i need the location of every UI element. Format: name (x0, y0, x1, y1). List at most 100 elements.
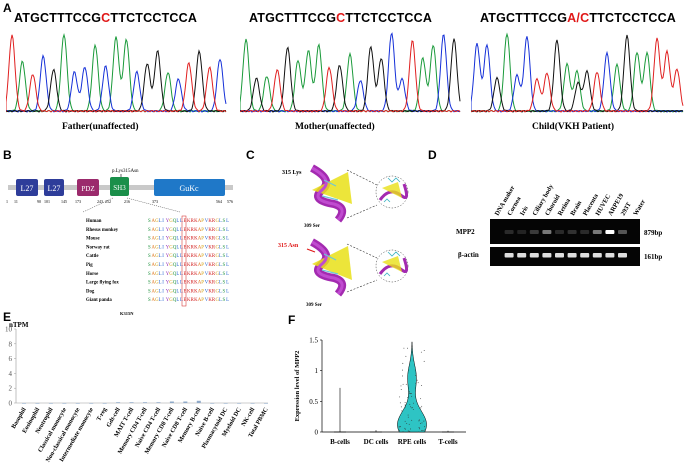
f-category-label: B-cells (330, 438, 350, 446)
pos-576: 576 (227, 199, 233, 204)
alignment-residue: L (176, 228, 179, 233)
f-point (423, 350, 425, 351)
lys-label: 315 Lys (282, 170, 302, 176)
f-point (418, 419, 420, 421)
alignment-residue: A (198, 254, 202, 259)
e-bar (129, 402, 134, 403)
f-point (410, 428, 411, 430)
e-bar (183, 401, 188, 403)
f-point (399, 426, 401, 428)
alignment-residue: G (155, 272, 159, 277)
f-point (409, 406, 411, 408)
alignment-residue: E (184, 298, 187, 303)
alignment-residue: K (208, 245, 212, 250)
alignment-residue: A (152, 289, 156, 294)
alignment-residue: K (208, 254, 212, 259)
alignment-residue: K (208, 289, 212, 294)
mutant-overview (375, 249, 409, 283)
alignment-residue: K (187, 272, 191, 277)
pos-243: 243 (97, 199, 103, 204)
trace-a (240, 38, 461, 113)
l27-domain-1-label: L27 (21, 184, 34, 193)
alignment-residue: S (223, 263, 226, 268)
alignment-residue: L (180, 263, 183, 268)
alignment-residue: K (208, 237, 212, 242)
alignment-residue: G (169, 298, 173, 303)
trace-g (471, 32, 684, 113)
f-point (406, 422, 408, 424)
alignment-residue: S (148, 228, 151, 233)
alignment-residue: G (169, 263, 173, 268)
alignment-residue: A (198, 237, 202, 242)
alignment-residue: S (223, 219, 226, 224)
alignment-residue: L (219, 228, 222, 233)
alignment-residue: Y (166, 298, 170, 303)
panel-d-label: D (428, 148, 437, 162)
alignment-residue: K (187, 298, 191, 303)
alignment-residue: G (215, 263, 219, 268)
alignment-residue: L (219, 289, 222, 294)
alignment-residue: I (162, 281, 164, 286)
alignment-residue: E (184, 281, 187, 286)
alignment-residue: G (169, 281, 173, 286)
e-ytick-label: 6 (9, 355, 13, 363)
f-point (418, 420, 420, 422)
species-name: Human (86, 219, 102, 224)
pos-145: 145 (61, 199, 67, 204)
gel-band (580, 253, 590, 258)
alignment-residue: L (159, 219, 162, 224)
alignment-residue: L (176, 219, 179, 224)
f-point (404, 420, 406, 422)
alignment-residue: S (223, 289, 226, 294)
pdz-domain (77, 179, 99, 196)
alignment-residue: G (155, 228, 159, 233)
alignment-residue: G (215, 272, 219, 277)
alignment-residue: L (159, 263, 162, 268)
f-point (410, 393, 412, 394)
alignment-residue: K (194, 298, 198, 303)
e-ytick-label: 0 (9, 400, 13, 408)
alignment-residue: S (148, 245, 151, 250)
alignment-residue: G (215, 245, 219, 250)
alignment-residue: K (187, 219, 191, 224)
f-point (410, 393, 411, 395)
alignment-residue: S (148, 219, 151, 224)
f-point (419, 428, 421, 430)
alignment-residue: P (201, 245, 204, 250)
trace-c (471, 37, 684, 113)
alignment-residue: K (208, 272, 212, 277)
actin-gel-strip (490, 247, 640, 266)
e-ylabel: nTPM (9, 321, 29, 329)
alignment-residue: K (194, 272, 198, 277)
alignment-residue: I (162, 228, 164, 233)
alignment-residue: S (148, 254, 151, 259)
alignment-residue: A (198, 289, 202, 294)
alignment-residue: K (194, 228, 198, 233)
alignment-residue: K (208, 228, 212, 233)
alignment-residue: L (159, 272, 162, 277)
alignment-residue: A (152, 237, 156, 242)
alignment-residue: V (205, 263, 209, 268)
alignment-residue: I (162, 263, 164, 268)
alignment-residue: Q (173, 263, 177, 268)
f-point (401, 375, 403, 377)
f-point (418, 431, 420, 433)
alignment-residue: L (226, 219, 229, 224)
alignment-residue: Y (166, 281, 170, 286)
f-category-label: T-cells (438, 438, 457, 446)
alignment-residue: V (205, 298, 209, 303)
alignment-residue: Q (173, 289, 177, 294)
alignment-residue: K (194, 254, 198, 259)
f-point (415, 382, 417, 384)
f-point (424, 426, 426, 428)
alignment-residue: R (191, 237, 195, 242)
gel-band (618, 230, 627, 234)
child-chromatogram (471, 32, 684, 113)
alignment-residue: L (159, 254, 162, 259)
ser-label-bottom: 309 Ser (306, 303, 323, 308)
alignment-residue: L (180, 237, 183, 242)
alignment-residue: K (194, 281, 198, 286)
f-point (407, 347, 408, 349)
